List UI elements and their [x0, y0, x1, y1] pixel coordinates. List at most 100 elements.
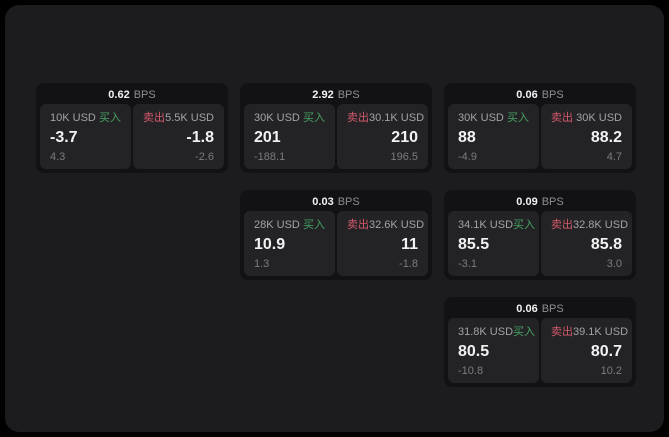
sell-tile-top: 卖出 32.6K USD — [347, 219, 424, 231]
quote-grid: 0.62 BPS 10K USD 买入 -3.7 4.3 卖出 5.5K USD… — [36, 83, 636, 387]
buy-size: 10K USD — [50, 112, 96, 124]
buy-price: 85.5 — [458, 236, 490, 253]
sell-change: -1.8 — [399, 258, 418, 270]
sell-side-label: 卖出 — [551, 219, 573, 231]
sell-size: 39.1K USD — [573, 326, 629, 338]
quote-card: 0.06 BPS 31.8K USD 买入 80.5 -10.8 卖出 39.1… — [444, 297, 636, 387]
buy-price: -3.7 — [50, 129, 78, 146]
buy-tile-top: 31.8K USD 买入 — [458, 326, 535, 338]
bps-unit-label: BPS — [337, 196, 360, 208]
quote-card: 0.09 BPS 34.1K USD 买入 85.5 -3.1 卖出 32.8K… — [444, 190, 636, 280]
sell-price: 88.2 — [590, 129, 622, 146]
sell-quote-tile[interactable]: 卖出 32.8K USD 85.8 3.0 — [541, 211, 632, 276]
sell-price: 80.7 — [590, 343, 622, 360]
buy-change: 4.3 — [50, 151, 66, 163]
bps-header: 0.06 BPS — [448, 87, 632, 104]
sell-side-label: 卖出 — [551, 112, 573, 124]
sell-change: 10.2 — [600, 365, 622, 377]
sell-tile-top: 卖出 5.5K USD — [143, 113, 214, 124]
quote-card: 0.06 BPS 30K USD 买入 88 -4.9 卖出 30K USD 8… — [444, 83, 636, 173]
buy-price: 201 — [254, 129, 281, 146]
sell-size: 32.8K USD — [573, 219, 629, 231]
bps-unit-label: BPS — [541, 196, 564, 208]
sell-price: 85.8 — [590, 236, 622, 253]
bps-value: 0.03 — [312, 196, 334, 208]
sell-quote-tile[interactable]: 卖出 30.1K USD 210 196.5 — [337, 104, 428, 169]
sell-size: 30.1K USD — [369, 112, 425, 124]
buy-quote-tile[interactable]: 28K USD 买入 10.9 1.3 — [244, 211, 335, 276]
buy-price: 88 — [458, 129, 476, 146]
buy-tile-top: 10K USD 买入 — [50, 113, 121, 124]
buy-quote-tile[interactable]: 34.1K USD 买入 85.5 -3.1 — [448, 211, 539, 276]
buy-side-label: 买入 — [513, 326, 536, 338]
buy-size: 30K USD — [458, 112, 504, 124]
bps-unit-label: BPS — [133, 89, 156, 101]
sell-side-label: 卖出 — [347, 219, 369, 231]
buy-change: 1.3 — [254, 258, 270, 270]
sell-change: 4.7 — [606, 151, 622, 163]
buy-price: 80.5 — [458, 343, 490, 360]
buy-side-label: 买入 — [513, 219, 536, 231]
sell-size: 32.6K USD — [369, 219, 425, 231]
buy-tile-top: 34.1K USD 买入 — [458, 219, 535, 231]
bps-unit-label: BPS — [541, 89, 564, 101]
buy-change: -4.9 — [458, 151, 477, 163]
buy-size: 31.8K USD — [458, 326, 514, 338]
buy-size: 30K USD — [254, 112, 300, 124]
buy-size: 34.1K USD — [458, 219, 514, 231]
bps-value: 0.06 — [516, 89, 538, 101]
bps-header: 0.09 BPS — [448, 194, 632, 211]
sell-tile-top: 卖出 39.1K USD — [551, 326, 628, 338]
main-panel: 0.62 BPS 10K USD 买入 -3.7 4.3 卖出 5.5K USD… — [5, 5, 664, 432]
quote-card: 2.92 BPS 30K USD 买入 201 -188.1 卖出 30.1K … — [240, 83, 432, 173]
sell-price: -1.8 — [186, 129, 214, 146]
sell-tile-top: 卖出 30K USD — [551, 113, 622, 124]
sell-price: 210 — [391, 129, 418, 146]
buy-change: -10.8 — [458, 365, 484, 377]
quote-tiles: 28K USD 买入 10.9 1.3 卖出 32.6K USD 11 -1.8 — [244, 211, 428, 276]
bps-header: 2.92 BPS — [244, 87, 428, 104]
buy-quote-tile[interactable]: 30K USD 买入 201 -188.1 — [244, 104, 335, 169]
sell-quote-tile[interactable]: 卖出 30K USD 88.2 4.7 — [541, 104, 632, 169]
sell-size: 30K USD — [576, 112, 622, 124]
sell-change: 196.5 — [390, 151, 418, 163]
sell-side-label: 卖出 — [551, 326, 573, 338]
quote-tiles: 10K USD 买入 -3.7 4.3 卖出 5.5K USD -1.8 -2.… — [40, 104, 224, 169]
quote-tiles: 34.1K USD 买入 85.5 -3.1 卖出 32.8K USD 85.8… — [448, 211, 632, 276]
buy-size: 28K USD — [254, 219, 300, 231]
sell-quote-tile[interactable]: 卖出 32.6K USD 11 -1.8 — [337, 211, 428, 276]
sell-change: 3.0 — [606, 258, 622, 270]
bps-header: 0.62 BPS — [40, 87, 224, 104]
sell-side-label: 卖出 — [143, 112, 165, 124]
sell-size: 5.5K USD — [165, 112, 214, 124]
sell-tile-top: 卖出 30.1K USD — [347, 113, 424, 124]
bps-value: 0.09 — [516, 196, 538, 208]
quote-tiles: 30K USD 买入 88 -4.9 卖出 30K USD 88.2 4.7 — [448, 104, 632, 169]
buy-tile-top: 30K USD 买入 — [254, 113, 325, 124]
bps-header: 0.03 BPS — [244, 194, 428, 211]
quote-card: 0.03 BPS 28K USD 买入 10.9 1.3 卖出 32.6K US… — [240, 190, 432, 280]
bps-header: 0.06 BPS — [448, 301, 632, 318]
bps-unit-label: BPS — [541, 303, 564, 315]
buy-side-label: 买入 — [99, 112, 121, 124]
buy-price: 10.9 — [254, 236, 286, 253]
sell-quote-tile[interactable]: 卖出 39.1K USD 80.7 10.2 — [541, 318, 632, 383]
buy-quote-tile[interactable]: 10K USD 买入 -3.7 4.3 — [40, 104, 131, 169]
bps-unit-label: BPS — [337, 89, 360, 101]
quote-card: 0.62 BPS 10K USD 买入 -3.7 4.3 卖出 5.5K USD… — [36, 83, 228, 173]
buy-side-label: 买入 — [303, 112, 325, 124]
buy-change: -3.1 — [458, 258, 477, 270]
sell-price: 11 — [401, 236, 418, 253]
sell-tile-top: 卖出 32.8K USD — [551, 219, 628, 231]
buy-tile-top: 28K USD 买入 — [254, 220, 325, 231]
buy-side-label: 买入 — [507, 112, 529, 124]
buy-quote-tile[interactable]: 31.8K USD 买入 80.5 -10.8 — [448, 318, 539, 383]
bps-value: 0.06 — [516, 303, 538, 315]
buy-tile-top: 30K USD 买入 — [458, 113, 529, 124]
sell-quote-tile[interactable]: 卖出 5.5K USD -1.8 -2.6 — [133, 104, 224, 169]
bps-value: 2.92 — [312, 89, 334, 101]
buy-quote-tile[interactable]: 30K USD 买入 88 -4.9 — [448, 104, 539, 169]
sell-change: -2.6 — [195, 151, 214, 163]
buy-side-label: 买入 — [303, 219, 325, 231]
